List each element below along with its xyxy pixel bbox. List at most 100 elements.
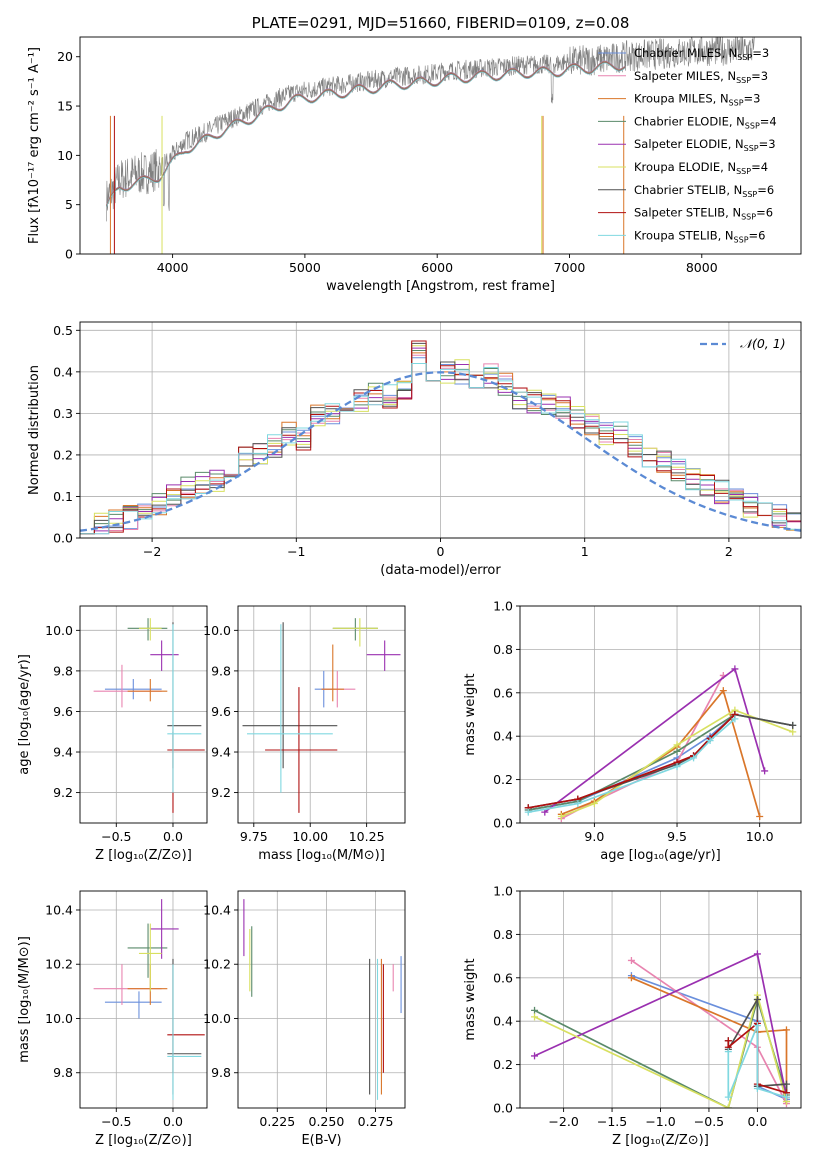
y-tick-label: 9.2 [211, 785, 231, 800]
x-axis-label: (data-model)/error [380, 563, 501, 578]
y-tick-label: 1.0 [493, 884, 513, 899]
x-tick-label: 10.00 [292, 829, 328, 844]
weight-marker [731, 665, 739, 673]
weight-marker [724, 1093, 732, 1101]
legend-text: Salpeter MILES, N [634, 69, 736, 83]
panel-mass_vs_Z: −0.5 0.0 9.8 10.0 10.2 10.4 Z [log₁₀(Z/Z⊙)] mas… [17, 890, 208, 1148]
x-axis-label: Z [log₁₀(Z/Z⊙)] [95, 848, 192, 863]
legend-entry: Salpeter MILES, NSSP=3 [634, 69, 768, 85]
legend-sub: SSP [734, 235, 749, 244]
x-tick-label: 0 [437, 544, 445, 559]
weight-line [560, 688, 761, 817]
x-tick-label: 10.25 [349, 829, 385, 844]
chart-title: PLATE=0291, MJD=51660, FIBERID=0109, z=0… [252, 14, 630, 32]
legend-suffix: =3 [759, 137, 776, 151]
plot-area [242, 618, 401, 813]
weight-line [631, 977, 788, 1102]
y-tick-label: 9.6 [53, 704, 73, 719]
panel-age_vs_mass: 9.75 10.00 10.25 9.2 9.4 9.6 9.8 10.0 mass [log₁… [203, 605, 406, 863]
x-tick-label: 8000 [686, 260, 718, 275]
histogram-step [80, 363, 801, 535]
legend-text: Chabrier ELODIE, N [634, 114, 745, 128]
x-tick-label: −1.5 [597, 1114, 627, 1129]
y-tick-label: 10.0 [45, 623, 73, 638]
y-tick-label: 15 [57, 99, 73, 114]
weight-marker [673, 741, 681, 749]
y-tick-label: 9.6 [211, 704, 231, 719]
x-tick-label: −1.0 [645, 1114, 675, 1129]
x-tick-label: −0.5 [694, 1114, 724, 1129]
legend-entry: Salpeter STELIB, NSSP=6 [634, 206, 773, 222]
observed-spectrum-line [106, 37, 755, 222]
y-tick-label: 0.0 [493, 816, 513, 831]
y-tick-label: 0.2 [493, 772, 513, 787]
y-tick-label: 0.4 [53, 364, 73, 379]
y-tick-label: 20 [57, 49, 73, 64]
y-tick-label: 10.2 [45, 957, 73, 972]
legend-suffix: =3 [751, 69, 768, 83]
legend-sub: SSP [736, 76, 751, 85]
legend-entry: 𝒩(0, 1) [740, 336, 786, 351]
weight-marker [574, 799, 582, 807]
axes-frame [237, 605, 406, 824]
y-axis-label: mass weight [463, 673, 478, 755]
panel-mass_vs_EBV: 0.225 0.250 0.275 9.8 10.0 10.2 10.4 E(B-V) [203, 890, 406, 1148]
y-tick-label: 10.0 [203, 1011, 231, 1026]
panel-residuals: −2 −1 0 1 2 0.0 0.1 0.2 0.3 0.4 0.5 (data-model)/er… [27, 321, 802, 578]
weight-marker [690, 754, 698, 762]
legend-text: Chabrier STELIB, N [634, 183, 742, 197]
y-tick-label: 0 [65, 247, 73, 262]
legend-suffix: =3 [744, 92, 761, 106]
legend-suffix: =3 [752, 46, 769, 60]
plot-area [80, 340, 801, 535]
legend-entry: Salpeter ELODIE, NSSP=3 [634, 137, 776, 153]
legend-sub: SSP [737, 53, 752, 62]
weight-marker [719, 687, 727, 695]
legend-entry: Chabrier STELIB, NSSP=6 [634, 183, 774, 199]
legend-entry: Chabrier MILES, NSSP=3 [634, 46, 769, 62]
legend-suffix: =4 [751, 160, 768, 174]
legend-text: Kroupa ELODIE, N [634, 160, 736, 174]
x-tick-label: 0.250 [309, 1114, 345, 1129]
y-tick-label: 9.8 [211, 663, 231, 678]
weight-line [534, 991, 788, 1108]
legend-text: Chabrier MILES, N [634, 46, 737, 60]
panel-spectrum: PLATE=0291, MJD=51660, FIBERID=0109, z=0… [27, 14, 802, 294]
axes-frame [79, 36, 802, 255]
x-tick-label: −0.5 [101, 1114, 131, 1129]
x-axis-label: age [log₁₀(age/yr)] [600, 848, 721, 863]
x-tick-label: 5000 [289, 260, 321, 275]
x-tick-label: −1 [287, 544, 305, 559]
weight-marker [724, 1037, 732, 1045]
legend-entry: Kroupa MILES, NSSP=3 [634, 92, 760, 108]
x-axis-label: mass [log₁₀(M/M⊙)] [258, 848, 385, 863]
y-tick-label: 0.2 [53, 447, 73, 462]
y-axis-label: mass weight [463, 958, 478, 1040]
weight-marker [756, 812, 764, 820]
weight-marker [673, 763, 681, 771]
axes-frame [79, 890, 208, 1109]
y-tick-label: 0.8 [493, 927, 513, 942]
x-axis-label: wavelength [Angstrom, rest frame] [326, 279, 555, 294]
legend-entry: Kroupa ELODIE, NSSP=4 [634, 160, 768, 176]
legend-suffix: =6 [749, 228, 766, 242]
weight-marker [789, 728, 797, 736]
x-tick-label: 4000 [157, 260, 189, 275]
weight-marker [782, 1026, 790, 1034]
legend-sub: SSP [745, 121, 760, 130]
legend-text: Kroupa MILES, N [634, 92, 729, 106]
y-tick-label: 9.4 [53, 745, 73, 760]
x-axis-label: E(B-V) [301, 1133, 341, 1148]
panel-weight_vs_age: 9.0 9.5 10.0 0.0 0.2 0.4 0.6 0.8 1.0 age [log₁₀(a… [463, 599, 802, 863]
y-axis-label: Normed distribution [27, 365, 42, 495]
legend-text: Salpeter STELIB, N [634, 206, 741, 220]
weight-marker [531, 1052, 539, 1060]
y-tick-label: 10.4 [203, 902, 231, 917]
x-tick-label: 6000 [421, 260, 453, 275]
y-tick-label: 9.4 [211, 745, 231, 760]
y-tick-label: 9.8 [53, 1065, 73, 1080]
y-tick-label: 0.0 [53, 531, 73, 546]
y-tick-label: 0.6 [493, 685, 513, 700]
